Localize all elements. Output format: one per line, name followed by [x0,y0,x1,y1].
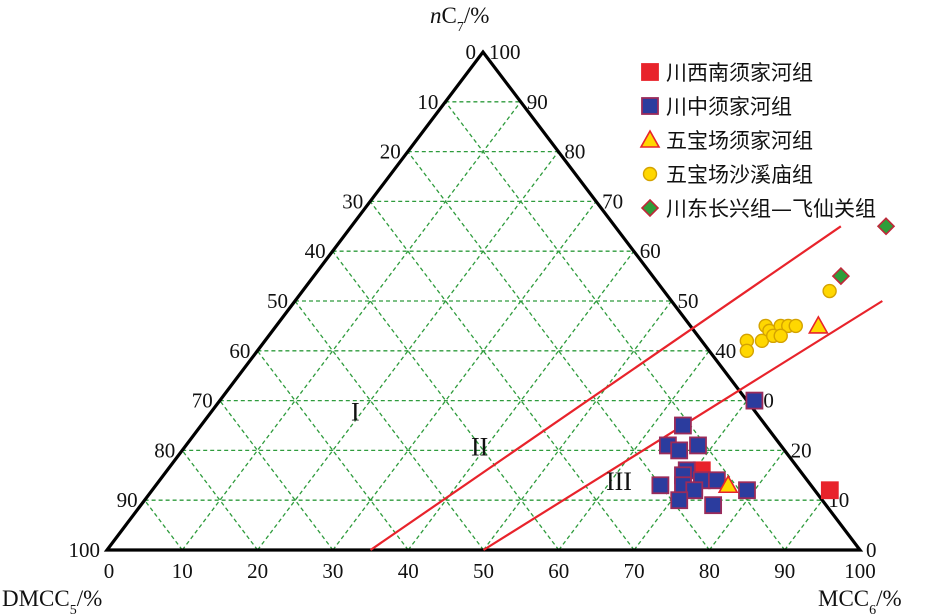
data-point-square [685,481,704,500]
tick-label-left: 60 [229,339,250,363]
data-point-triangle [717,474,739,494]
grid-line-dmcc5 [144,499,183,551]
legend-label: 川中须家河组 [666,95,792,119]
legend-label: 川东长兴组—飞仙关组 [666,197,876,221]
data-point-diamond [831,266,851,286]
legend-label: 川西南须家河组 [666,61,813,85]
data-point-square [820,481,839,500]
legend-marker-diamond [640,198,660,218]
data-point-square [707,471,726,490]
grid-line-mcc6 [482,300,673,551]
data-point-triangle [807,315,829,334]
tick-label-left: 50 [267,289,288,313]
tick-label-bottom: 50 [473,559,494,583]
boundary-lines [369,225,883,551]
tick-label-right: 80 [564,140,585,164]
tick-label-bottom: 40 [398,559,419,583]
legend-marker-square [641,63,659,81]
tick-label-bottom: 100 [844,559,876,583]
tick-label-right: 50 [678,289,699,313]
tick-label-left: 30 [342,189,363,213]
data-point-square [670,441,689,460]
tick-label-right: 70 [602,189,623,213]
data-point-circle [788,318,803,334]
triangle-frame [103,49,864,552]
region-label: I [351,398,360,427]
left-axis-title: DMCC5/% [2,586,102,616]
grid-line-dmcc5 [219,400,334,551]
tick-label-bottom: 70 [624,559,645,583]
grid-line-dmcc5 [407,151,710,551]
tick-label-right: 60 [640,239,661,263]
tick-label-bottom: 90 [774,559,795,583]
tick-label-left: 40 [305,239,326,263]
boundary-line [369,225,842,551]
tick-label-right: 20 [791,438,812,462]
tick-label-bottom: 30 [322,559,343,583]
right-axis-title: MCC6/% [818,586,902,616]
tick-label-left: 80 [154,438,175,462]
tick-label-right: 100 [489,40,521,64]
data-point-square [674,416,692,435]
tick-label-left: 0 [466,40,477,64]
legend-label: 五宝场沙溪庙组 [666,163,813,187]
tick-label-bottom: 60 [548,559,569,583]
tick-label-left: 10 [417,90,438,114]
grid-line-dmcc5 [294,300,485,551]
tick-label-left: 20 [380,140,401,164]
grid-line-dmcc5 [369,201,635,551]
data-point-square [670,491,689,510]
data-point-square [738,481,756,500]
triangle-outline [103,49,864,552]
tick-label-bottom: 20 [247,559,268,583]
grid-line-mcc6 [257,151,559,551]
tick-label-right: 90 [527,90,548,114]
legend-label: 五宝场须家河组 [666,129,813,153]
tick-label-left: 70 [192,389,213,413]
region-label: III [606,467,632,496]
legend-marker-square [641,97,659,115]
data-point-square [704,496,723,515]
region-label: II [471,432,488,461]
tick-label-left: 90 [117,488,138,512]
grid-lines [144,101,823,551]
grid-line-mcc6 [332,201,597,551]
data-point-square [745,391,764,410]
tick-label-left: 100 [69,538,101,562]
data-point-circle [822,283,837,299]
data-point-circle [739,343,755,358]
tick-label-right: 0 [866,538,877,562]
data-point-diamond [876,217,896,236]
legend-marker-circle [642,166,658,182]
tick-label-bottom: 80 [699,559,720,583]
data-point-square [651,476,670,495]
grid-line-mcc6 [181,101,522,551]
tick-label-bottom: 10 [172,559,193,583]
tick-label-bottom: 0 [104,559,115,583]
data-point-square [689,436,707,455]
legend-marker-triangle [639,129,661,148]
tick-label-right: 40 [715,339,736,363]
grid-line-mcc6 [784,499,823,551]
top-axis-title: nC7/% [430,3,489,35]
data-points [651,217,896,515]
data-point-circle [773,328,788,344]
tick-labels: 0 10 20 30 40 50 60 70 80 90 100010203040506070809… [69,40,877,583]
